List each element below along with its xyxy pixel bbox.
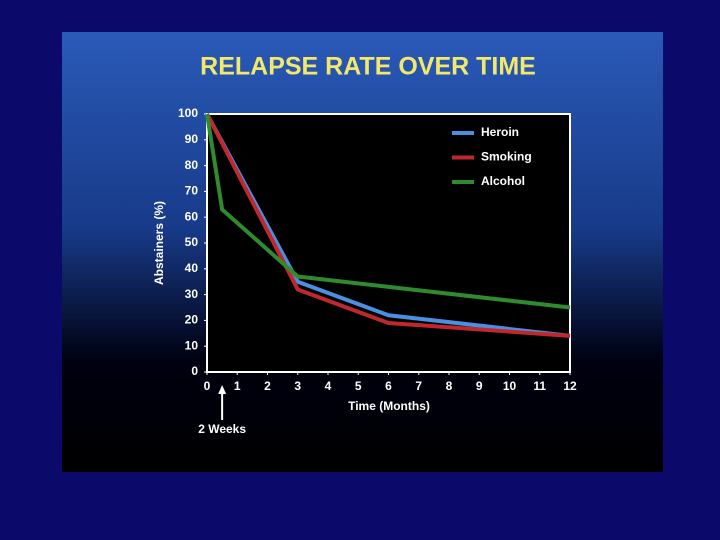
y-tick-label: 90 [185, 132, 199, 146]
legend-label: Heroin [481, 125, 519, 139]
x-tick-label: 5 [355, 379, 362, 393]
x-tick-label: 11 [533, 379, 546, 393]
x-tick-label: 1 [234, 379, 241, 393]
x-tick-label: 3 [294, 379, 301, 393]
annotation-arrowhead [218, 385, 227, 394]
legend-label: Smoking [481, 150, 532, 164]
y-tick-label: 70 [185, 184, 199, 198]
x-tick-label: 2 [264, 379, 271, 393]
x-tick-label: 12 [563, 379, 577, 393]
x-tick-label: 4 [325, 379, 332, 393]
x-tick-label: 6 [385, 379, 392, 393]
y-tick-label: 80 [185, 158, 199, 172]
x-axis-label: Time (Months) [348, 399, 430, 413]
x-tick-label: 9 [476, 379, 483, 393]
y-tick-label: 40 [185, 261, 199, 275]
x-tick-label: 10 [503, 379, 517, 393]
y-tick-label: 100 [178, 106, 198, 120]
x-tick-label: 8 [446, 379, 453, 393]
y-tick-label: 10 [185, 338, 199, 352]
y-axis-label: Abstainers (%) [152, 201, 166, 285]
y-tick-label: 30 [185, 287, 199, 301]
series-line [205, 113, 571, 310]
annotation-text: 2 Weeks [198, 422, 246, 436]
chart-title: RELAPSE RATE OVER TIME [200, 53, 536, 81]
y-tick-label: 60 [185, 209, 199, 223]
x-tick-label: 0 [204, 379, 211, 393]
y-tick-label: 0 [191, 364, 198, 378]
y-tick-label: 50 [185, 235, 199, 249]
series-line [205, 113, 571, 338]
y-tick-label: 20 [185, 313, 199, 327]
legend-label: Alcohol [481, 174, 525, 188]
x-tick-label: 7 [415, 379, 422, 393]
